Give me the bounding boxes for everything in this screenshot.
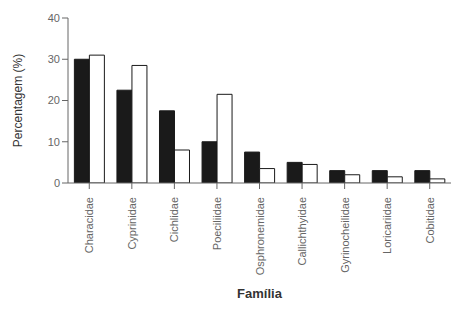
svg-text:30: 30	[48, 53, 60, 65]
svg-text:Gyrinocheilidae: Gyrinocheilidae	[339, 197, 351, 273]
svg-text:Loricariidae: Loricariidae	[381, 197, 393, 254]
svg-text:Cichlidae: Cichlidae	[168, 197, 180, 242]
svg-text:10: 10	[48, 136, 60, 148]
svg-text:Cobitidae: Cobitidae	[424, 197, 436, 243]
svg-text:40: 40	[48, 12, 60, 24]
svg-text:Callichthyidae: Callichthyidae	[296, 197, 308, 265]
svg-text:0: 0	[54, 177, 60, 189]
svg-text:20: 20	[48, 94, 60, 106]
svg-text:Família: Família	[237, 286, 283, 301]
svg-text:Percentagem (%): Percentagem (%)	[11, 54, 25, 147]
svg-text:Characidae: Characidae	[83, 197, 95, 253]
svg-text:Osphronemidae: Osphronemidae	[254, 197, 266, 275]
svg-text:Poeciliidae: Poeciliidae	[211, 197, 223, 250]
svg-text:Cyprinidae: Cyprinidae	[126, 197, 138, 250]
